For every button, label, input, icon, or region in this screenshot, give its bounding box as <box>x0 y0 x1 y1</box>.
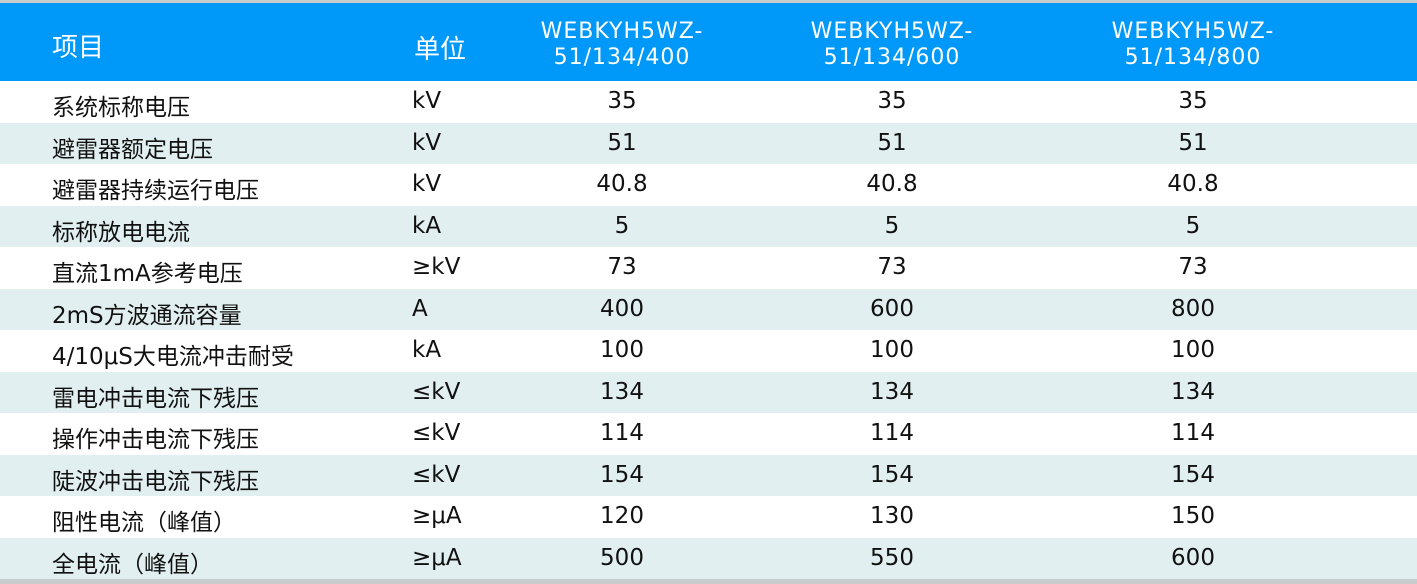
header-model-1: WEBKYH5WZ- 51/134/400 <box>540 19 704 70</box>
table-row: 操作冲击电流下残压 ≤kV 114 114 114 <box>0 413 1417 455</box>
row-value: 35 <box>607 88 637 114</box>
row-value: 134 <box>1171 378 1215 405</box>
table-row: 雷电冲击电流下残压 ≤kV 134 134 134 <box>0 371 1417 413</box>
table-row: 陡波冲击电流下残压 ≤kV 154 154 154 <box>0 454 1417 496</box>
row-value: 51 <box>1178 129 1208 156</box>
row-value: 73 <box>1178 254 1208 280</box>
row-unit: A <box>412 295 428 322</box>
header-model-2: WEBKYH5WZ- 51/134/600 <box>810 19 974 70</box>
row-item: 系统标称电压 <box>52 95 190 121</box>
table-row: 全电流（峰值） ≥μA 500 550 600 <box>0 537 1417 579</box>
row-item: 标称放电电流 <box>52 219 190 246</box>
table-row: 系统标称电压 kV 35 35 35 <box>0 81 1417 123</box>
row-unit: kA <box>412 337 442 363</box>
row-item: 雷电冲击电流下残压 <box>52 385 259 412</box>
row-unit: kV <box>412 129 442 156</box>
row-unit: ≥μA <box>412 503 462 529</box>
table-row: 直流1mA参考电压 ≥kV 73 73 73 <box>0 247 1417 289</box>
row-unit: kV <box>412 171 442 197</box>
row-unit: ≥kV <box>412 254 461 280</box>
row-value: 550 <box>870 544 914 571</box>
row-value: 600 <box>1171 544 1215 571</box>
row-value: 150 <box>1171 503 1215 529</box>
row-item: 阻性电流（峰值） <box>52 510 236 536</box>
row-value: 500 <box>600 544 644 571</box>
row-value: 154 <box>870 461 914 488</box>
row-value: 154 <box>1171 461 1215 488</box>
row-value: 100 <box>600 337 644 363</box>
row-value: 114 <box>600 420 644 446</box>
row-unit: ≤kV <box>412 420 461 446</box>
row-value: 35 <box>877 88 907 114</box>
row-value: 73 <box>877 254 907 280</box>
header-model-3: WEBKYH5WZ- 51/134/800 <box>1111 19 1275 70</box>
header-unit: 单位 <box>414 35 467 65</box>
row-value: 40.8 <box>596 171 648 197</box>
row-item: 操作冲击电流下残压 <box>52 427 259 453</box>
row-value: 100 <box>870 337 914 363</box>
table-row: 阻性电流（峰值） ≥μA 120 130 150 <box>0 496 1417 538</box>
row-value: 5 <box>614 212 630 239</box>
row-value: 114 <box>870 420 914 446</box>
table-body: 系统标称电压 kV 35 35 35 避雷器额定电压 kV 51 51 51 避雷器持续运行电压 kV… <box>0 81 1417 579</box>
row-value: 40.8 <box>1167 171 1219 197</box>
header-item: 项目 <box>52 33 105 63</box>
table-row: 避雷器额定电压 kV 51 51 51 <box>0 122 1417 164</box>
row-item: 直流1mA参考电压 <box>52 261 243 287</box>
row-value: 154 <box>600 461 644 488</box>
row-item: 全电流（峰值） <box>52 551 213 578</box>
row-value: 5 <box>1185 212 1201 239</box>
row-value: 35 <box>1178 88 1208 114</box>
row-value: 134 <box>870 378 914 405</box>
row-value: 134 <box>600 378 644 405</box>
spec-table: 项目 单位 WEBKYH5WZ- 51/134/400 WEBKYH5WZ- 51/… <box>0 3 1417 579</box>
row-unit: ≤kV <box>412 461 461 488</box>
row-item: 陡波冲击电流下残压 <box>52 468 259 495</box>
row-value: 130 <box>870 503 914 529</box>
row-value: 100 <box>1171 337 1215 363</box>
row-item: 2mS方波通流容量 <box>52 302 242 329</box>
row-value: 400 <box>600 295 644 322</box>
row-unit: kV <box>412 88 442 114</box>
row-value: 5 <box>884 212 900 239</box>
row-item: 避雷器持续运行电压 <box>52 178 259 204</box>
table-row: 避雷器持续运行电压 kV 40.8 40.8 40.8 <box>0 164 1417 206</box>
table-row: 4/10μS大电流冲击耐受 kA 100 100 100 <box>0 330 1417 372</box>
table-header: 项目 单位 WEBKYH5WZ- 51/134/400 WEBKYH5WZ- 51/… <box>0 3 1417 81</box>
row-value: 51 <box>877 129 907 156</box>
row-value: 51 <box>607 129 637 156</box>
row-value: 73 <box>607 254 637 280</box>
row-unit: ≤kV <box>412 378 461 405</box>
row-value: 600 <box>870 295 914 322</box>
row-unit: ≥μA <box>412 544 462 571</box>
row-item: 4/10μS大电流冲击耐受 <box>52 344 294 370</box>
row-unit: kA <box>412 212 442 239</box>
table-row: 标称放电电流 kA 5 5 5 <box>0 205 1417 247</box>
table-row: 2mS方波通流容量 A 400 600 800 <box>0 288 1417 330</box>
row-value: 40.8 <box>866 171 918 197</box>
row-item: 避雷器额定电压 <box>52 136 213 163</box>
row-value: 800 <box>1171 295 1215 322</box>
row-value: 120 <box>600 503 644 529</box>
row-value: 114 <box>1171 420 1215 446</box>
